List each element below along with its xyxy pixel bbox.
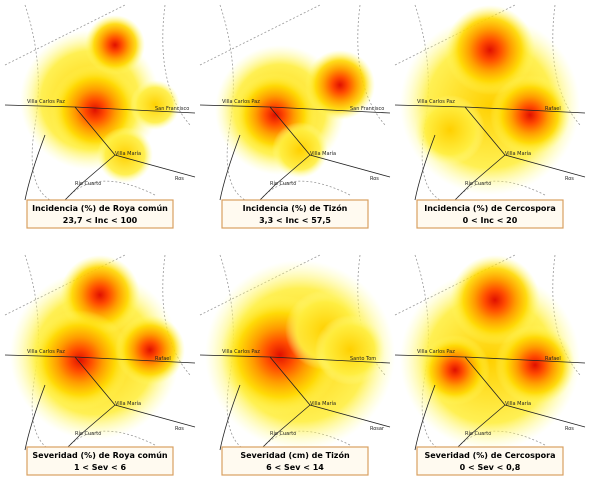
caption-box bbox=[416, 446, 564, 476]
caption-box bbox=[221, 446, 369, 476]
place-label: Ros bbox=[370, 176, 379, 182]
heat-zone bbox=[115, 315, 185, 385]
road bbox=[4, 354, 196, 451]
heat-zone bbox=[272, 122, 328, 178]
place-label: Rafael bbox=[545, 356, 561, 362]
place-label: Villa Carlos Paz bbox=[417, 349, 455, 355]
heat-zone bbox=[445, 5, 535, 95]
heat-zone bbox=[97, 127, 153, 183]
place-label: Ros bbox=[175, 176, 184, 182]
place-label: Río Cuarto bbox=[270, 430, 296, 437]
map-panel: Villa Carlos Paz San Francisco Villa María… bbox=[199, 4, 391, 201]
place-label: Villa María bbox=[115, 150, 141, 157]
place-label: San Francisco bbox=[350, 106, 384, 112]
road bbox=[199, 354, 391, 451]
caption-title: Severidad (%) de Cercospora bbox=[424, 451, 555, 460]
caption: Severidad (%) de Roya común 1 < Sev < 6 bbox=[26, 446, 174, 476]
map-panel: Villa Carlos Paz San Francisco Villa María… bbox=[4, 4, 196, 201]
map-panel: Villa Carlos Paz Rafael Villa María Río Cua… bbox=[394, 4, 586, 201]
caption-range: 3,3 < Inc < 57,5 bbox=[259, 216, 331, 225]
caption-range: 0 < Sev < 0,8 bbox=[460, 463, 521, 472]
road bbox=[4, 104, 196, 201]
heat-zone bbox=[85, 15, 145, 75]
place-label: Villa María bbox=[505, 400, 531, 407]
place-label: Villa Carlos Paz bbox=[222, 349, 260, 355]
place-label: Río Cuarto bbox=[465, 180, 491, 187]
caption-title: Incidencia (%) de Tizón bbox=[243, 203, 348, 213]
place-label: San Francisco bbox=[155, 106, 189, 112]
place-label: Río Cuarto bbox=[270, 180, 296, 187]
place-label: Rafael bbox=[155, 356, 171, 362]
place-label: Rafael bbox=[545, 106, 561, 112]
heat-zone bbox=[130, 80, 180, 130]
heat-zone bbox=[450, 255, 540, 345]
caption-range: 6 < Sev < 14 bbox=[266, 463, 324, 472]
place-label: Villa María bbox=[310, 400, 336, 407]
heat-zone bbox=[30, 310, 130, 410]
place-label: Rosar bbox=[370, 426, 385, 432]
caption-box bbox=[221, 199, 369, 229]
place-label: Villa María bbox=[115, 400, 141, 407]
place-label: Villa María bbox=[310, 150, 336, 157]
caption-box bbox=[26, 199, 174, 229]
caption: Incidencia (%) de Tizón 3,3 < Inc < 57,5 bbox=[221, 199, 369, 229]
caption: Incidencia (%) de Roya común 23,7 < Inc <… bbox=[26, 199, 174, 229]
heat-zone bbox=[415, 95, 485, 165]
road bbox=[199, 104, 391, 201]
caption-title: Severidad (cm) de Tizón bbox=[240, 450, 350, 460]
caption-box bbox=[26, 446, 174, 476]
heat-zone bbox=[495, 325, 575, 405]
caption-title: Severidad (%) de Roya común bbox=[32, 451, 168, 460]
place-label: Villa Carlos Paz bbox=[417, 99, 455, 105]
place-label: Río Cuarto bbox=[75, 430, 101, 437]
map-panel: Villa Carlos Paz Rafael Villa María Río Cua… bbox=[394, 254, 586, 451]
map-panel: Villa Carlos Paz Santo Tom Villa María Río … bbox=[199, 254, 395, 451]
road bbox=[394, 104, 586, 201]
heat-zone bbox=[305, 50, 375, 120]
heat-zone bbox=[420, 335, 490, 405]
map-panel: Villa Carlos Paz Rafael Villa María Río Cua… bbox=[4, 254, 196, 451]
caption-range: 0 < Inc < 20 bbox=[463, 216, 518, 225]
caption: Incidencia (%) de Cercospora 0 < Inc < 20 bbox=[416, 199, 564, 229]
caption-range: 1 < Sev < 6 bbox=[74, 463, 127, 472]
road bbox=[394, 354, 586, 451]
caption-title: Incidencia (%) de Cercospora bbox=[424, 204, 556, 213]
place-label: Ros bbox=[565, 426, 574, 432]
place-label: Villa Carlos Paz bbox=[222, 99, 260, 105]
place-label: Ros bbox=[565, 176, 574, 182]
caption-box bbox=[416, 199, 564, 229]
caption: Severidad (cm) de Tizón 6 < Sev < 14 bbox=[221, 446, 369, 476]
heat-zone bbox=[490, 75, 570, 155]
caption-range: 23,7 < Inc < 100 bbox=[63, 216, 138, 225]
place-label: Villa María bbox=[505, 150, 531, 157]
caption-title: Incidencia (%) de Roya común bbox=[32, 204, 168, 213]
place-label: Villa Carlos Paz bbox=[27, 99, 65, 105]
place-label: Río Cuarto bbox=[465, 430, 491, 437]
heat-zone bbox=[315, 315, 385, 385]
place-label: Ros bbox=[175, 426, 184, 432]
place-label: Santo Tom bbox=[350, 356, 376, 362]
caption: Severidad (%) de Cercospora 0 < Sev < 0,8 bbox=[416, 446, 564, 476]
place-label: Río Cuarto bbox=[75, 180, 101, 187]
place-label: Villa Carlos Paz bbox=[27, 349, 65, 355]
